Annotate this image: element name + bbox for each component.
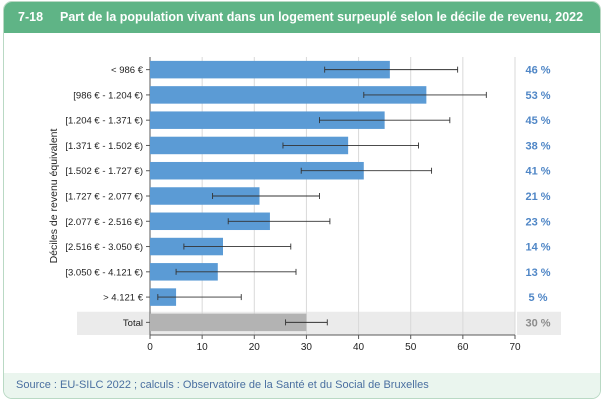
x-tick-label: 20 [249,342,261,353]
figure-number: 7-18 [18,10,44,24]
category-label: [1.502 € - 1.727 €) [65,166,143,177]
source-text: Source : EU-SILC 2022 ; calculs : Observ… [16,379,429,391]
value-label: 41 % [525,166,550,178]
value-label: 30 % [525,317,550,329]
value-label: 45 % [525,115,550,127]
x-tick-label: 40 [353,342,365,353]
bar [150,111,385,129]
value-label: 46 % [525,65,550,77]
value-label: 53 % [525,90,550,102]
category-label: [1.371 € - 1.502 €) [65,141,143,152]
figure-title: Part de la population vivant dans un log… [60,10,584,24]
category-label: [3.050 € - 4.121 €) [65,267,143,278]
x-tick-label: 0 [147,342,153,353]
total-label-band [517,311,561,335]
category-label: [1.727 € - 2.077 €) [65,192,143,203]
bar [150,60,390,79]
title-bar: 7-18 Part de la population vivant dans u… [4,2,600,33]
source-bar: Source : EU-SILC 2022 ; calculs : Observ… [4,373,600,398]
bar [150,212,270,231]
category-label: [2.077 € - 2.516 €) [65,217,143,228]
x-tick-label: 50 [405,342,417,353]
bar [150,136,349,155]
category-label: < 986 € [111,65,144,76]
value-label: 21 % [525,191,550,203]
x-tick-label: 10 [197,342,209,353]
x-tick-label: 70 [509,342,521,353]
category-label: [2.516 € - 3.050 €) [65,242,143,253]
value-label: 14 % [525,242,550,254]
category-label: Total [123,318,143,329]
x-tick-label: 60 [457,342,469,353]
value-label: 5 % [529,292,548,304]
value-label: 23 % [525,216,550,228]
bar [150,187,260,205]
value-label: 13 % [525,267,550,279]
bar [150,313,307,332]
value-label: 38 % [525,140,550,152]
bar [150,161,364,180]
bar [150,86,427,104]
y-axis-title: Déciles de revenu équivalent [48,129,60,264]
category-label: [1.204 € - 1.371 €) [65,116,143,127]
category-label: > 4.121 € [103,293,144,304]
x-tick-label: 30 [301,342,313,353]
category-label: [986 € - 1.204 €) [73,90,143,101]
